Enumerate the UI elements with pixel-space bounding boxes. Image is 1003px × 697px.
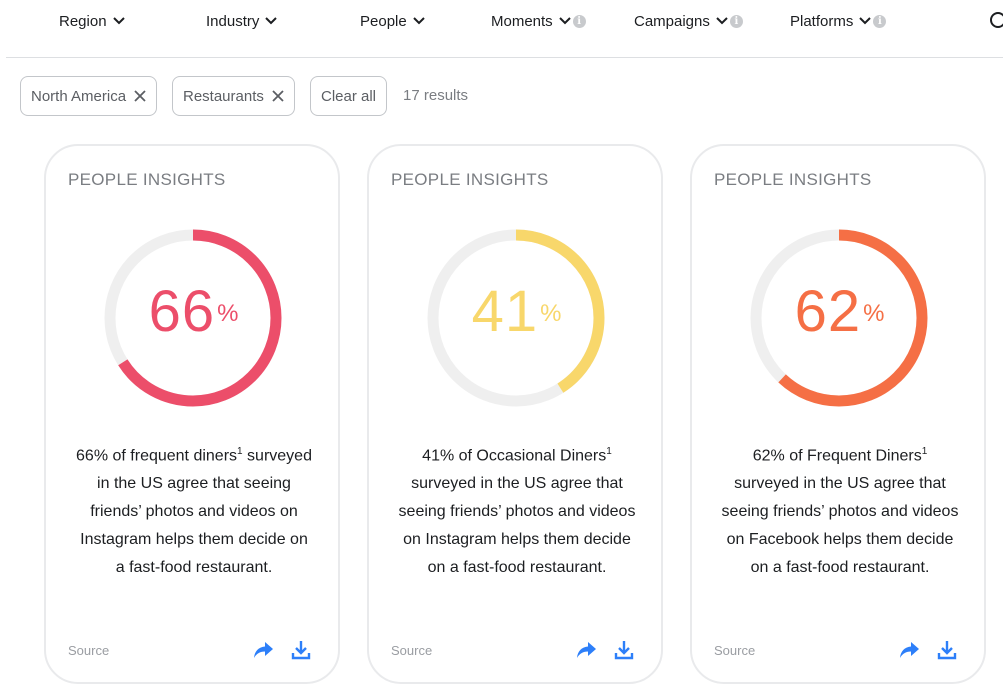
download-icon[interactable] [290, 639, 312, 661]
ring-arc [427, 229, 605, 407]
info-icon[interactable]: i [729, 14, 743, 28]
chevron-down-icon [112, 17, 125, 25]
percent-ring [427, 229, 605, 407]
download-icon[interactable] [936, 639, 958, 661]
nav-divider [6, 57, 1003, 58]
desc-rest: surveyed in the US agree that seeing fri… [398, 475, 636, 577]
percent-number: 66 [148, 279, 216, 344]
desc-rest: surveyed in the US agree that seeing fri… [721, 475, 959, 577]
insight-description: 62% of Frequent Diners1 surveyed in the … [720, 438, 960, 582]
percent-value: 66% [46, 282, 342, 342]
nav-moments[interactable]: Moments i [491, 10, 586, 32]
source-link[interactable]: Source [391, 643, 433, 658]
insight-description: 41% of Occasional Diners1 surveyed in th… [397, 438, 637, 582]
chevron-down-icon [265, 17, 278, 25]
chip-label: Restaurants [183, 87, 264, 105]
nav-label: Industry [206, 12, 260, 30]
nav-people[interactable]: People [360, 10, 425, 32]
chip-label: North America [31, 87, 127, 105]
percent-number: 62 [794, 279, 862, 344]
insight-card: PEOPLE INSIGHTS 62% 62% of Frequent Dine… [690, 144, 986, 684]
footnote-marker[interactable]: 1 [237, 446, 243, 457]
ring-arc [104, 229, 282, 407]
nav-platforms[interactable]: Platforms i [790, 10, 887, 32]
nav-label: Region [59, 12, 107, 30]
insight-description: 66% of frequent diners1 surveyed in the … [74, 438, 314, 582]
clear-all-button[interactable]: Clear all [310, 76, 388, 116]
percent-value: 41% [369, 282, 665, 342]
source-link[interactable]: Source [714, 643, 756, 658]
info-icon[interactable]: i [873, 14, 887, 28]
results-count: 17 results [403, 87, 469, 104]
percent-ring [104, 229, 282, 407]
share-arrow-icon[interactable] [898, 639, 920, 661]
desc-lead: 41% of Occasional Diners [422, 447, 607, 465]
percent-ring [750, 229, 928, 407]
nav-label: Moments [491, 12, 553, 30]
filter-chip-north-america[interactable]: North America [20, 76, 158, 116]
desc-rest: surveyed in the US agree that seeing fri… [80, 447, 312, 577]
nav-campaigns[interactable]: Campaigns i [634, 10, 743, 32]
nav-region[interactable]: Region [59, 10, 125, 32]
top-nav: Region Industry People Moments i Campaig… [0, 0, 1003, 44]
clear-all-label: Clear all [321, 87, 377, 105]
info-icon[interactable]: i [572, 14, 586, 28]
share-arrow-icon[interactable] [252, 639, 274, 661]
chevron-down-icon [413, 17, 425, 25]
close-icon[interactable] [134, 90, 146, 102]
desc-lead: 62% of Frequent Diners [752, 447, 922, 465]
download-icon[interactable] [613, 639, 635, 661]
nav-label: Campaigns [634, 12, 710, 30]
chevron-down-icon [716, 17, 728, 25]
card-kicker: PEOPLE INSIGHTS [68, 170, 226, 189]
insight-card: PEOPLE INSIGHTS 66% 66% of frequent dine… [44, 144, 340, 684]
percent-sign: % [540, 300, 563, 327]
desc-lead: 66% of frequent diners [76, 447, 238, 465]
search-icon[interactable] [990, 12, 1003, 28]
chevron-down-icon [859, 17, 872, 25]
chevron-down-icon [558, 17, 571, 25]
ring-arc [750, 229, 928, 407]
nav-label: People [360, 12, 407, 30]
footnote-marker[interactable]: 1 [921, 446, 928, 457]
footnote-marker[interactable]: 1 [606, 446, 612, 457]
share-arrow-icon[interactable] [575, 639, 597, 661]
percent-sign: % [863, 300, 886, 327]
source-link[interactable]: Source [68, 643, 110, 658]
percent-value: 62% [692, 282, 988, 342]
close-icon[interactable] [272, 90, 284, 102]
percent-number: 41 [471, 279, 539, 344]
filter-chip-restaurants[interactable]: Restaurants [172, 76, 295, 116]
percent-sign: % [217, 300, 240, 327]
insight-card: PEOPLE INSIGHTS 41% 41% of Occasional Di… [367, 144, 663, 684]
nav-industry[interactable]: Industry [206, 10, 278, 32]
nav-label: Platforms [790, 12, 854, 30]
card-kicker: PEOPLE INSIGHTS [714, 170, 872, 189]
card-kicker: PEOPLE INSIGHTS [391, 170, 549, 189]
